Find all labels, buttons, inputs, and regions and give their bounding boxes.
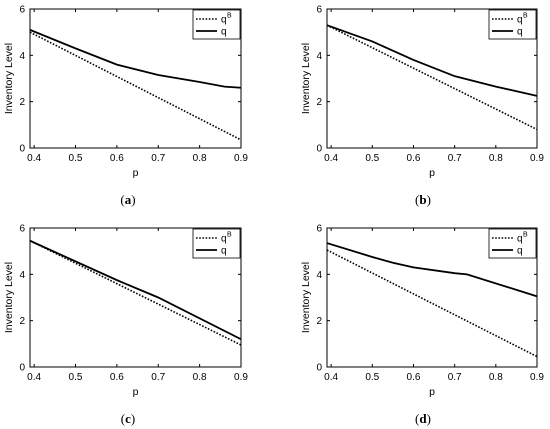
series-line-qB: [30, 240, 241, 346]
legend: q Bq: [192, 228, 241, 259]
x-tick-label: 0.8: [193, 372, 207, 383]
legend-label-superscript: B: [523, 232, 528, 239]
subfigure-caption: (c): [121, 411, 135, 426]
x-axis-label: p: [133, 167, 139, 179]
y-tick-label: 2: [316, 97, 322, 108]
legend-box: [192, 228, 241, 259]
series-line-q: [327, 242, 537, 298]
x-tick-label: 0.4: [324, 372, 338, 383]
y-axis-label: Inventory Level: [3, 262, 15, 333]
y-axis-label: Inventory Level: [300, 43, 312, 114]
x-axis-label: p: [133, 386, 139, 398]
chart-panel-b: 0.4 0.5 0.6 0.7 0.8 0.9 0 2 4 6 p Inventory Level q B…: [300, 5, 544, 208]
legend: q Bq: [488, 9, 537, 40]
legend-label-superscript: B: [227, 13, 232, 20]
x-tick-label: 0.5: [365, 153, 379, 164]
y-tick-label: 4: [316, 270, 322, 281]
x-tick-label: 0.9: [234, 153, 248, 164]
chart-panel-c: 0.4 0.5 0.6 0.7 0.8 0.9 0 2 4 6 p Inventory Level q B…: [3, 224, 248, 427]
y-tick-label: 4: [19, 51, 25, 62]
series-line-q: [30, 239, 241, 341]
x-axis-label: p: [429, 167, 435, 179]
x-tick-label: 0.5: [69, 372, 83, 383]
series-line-qB: [30, 31, 241, 141]
legend-box: [488, 228, 537, 259]
y-tick-label: 0: [19, 363, 25, 374]
y-tick-label: 0: [19, 144, 25, 155]
subfigure-caption: (b): [415, 192, 431, 207]
x-tick-label: 0.9: [234, 372, 248, 383]
legend-label: q: [221, 15, 227, 26]
chart-panel-a: 0.4 0.5 0.6 0.7 0.8 0.9 0 2 4 6 p Inventory Level q B…: [3, 5, 248, 208]
legend-box: [488, 9, 537, 40]
legend-label: q: [517, 27, 523, 38]
x-tick-label: 0.9: [530, 153, 544, 164]
y-tick-label: 6: [19, 5, 25, 16]
x-tick-label: 0.6: [110, 372, 124, 383]
legend: q Bq: [488, 228, 537, 259]
x-tick-label: 0.9: [530, 372, 544, 383]
legend-label-superscript: B: [523, 13, 528, 20]
x-tick-label: 0.5: [69, 153, 83, 164]
x-tick-label: 0.6: [407, 372, 421, 383]
legend-label: q: [221, 246, 227, 257]
x-tick-label: 0.6: [110, 153, 124, 164]
x-tick-label: 0.7: [448, 372, 462, 383]
x-tick-label: 0.4: [324, 153, 338, 164]
x-tick-label: 0.7: [151, 153, 165, 164]
y-tick-label: 6: [19, 224, 25, 235]
y-axis-label: Inventory Level: [300, 262, 312, 333]
legend-label: q: [517, 234, 523, 245]
x-tick-label: 0.6: [407, 153, 421, 164]
series-line-q: [327, 24, 537, 97]
x-tick-label: 0.5: [365, 372, 379, 383]
y-tick-label: 4: [19, 270, 25, 281]
subfigure-caption: (a): [120, 192, 135, 207]
x-tick-label: 0.8: [489, 153, 503, 164]
y-tick-label: 4: [316, 51, 322, 62]
y-tick-label: 6: [316, 224, 322, 235]
y-tick-label: 2: [19, 316, 25, 327]
series-line-qB: [327, 249, 537, 358]
y-tick-label: 0: [316, 363, 322, 374]
subfigure-caption: (d): [415, 411, 431, 426]
x-tick-label: 0.8: [193, 153, 207, 164]
x-axis-label: p: [429, 386, 435, 398]
series-line-q: [30, 29, 241, 89]
x-tick-label: 0.4: [27, 153, 41, 164]
legend-label-superscript: B: [227, 232, 232, 239]
legend-label: q: [221, 234, 227, 245]
y-tick-label: 2: [316, 316, 322, 327]
legend: q Bq: [192, 9, 241, 40]
chart-panel-d: 0.4 0.5 0.6 0.7 0.8 0.9 0 2 4 6 p Inventory Level q B…: [300, 224, 544, 427]
x-tick-label: 0.7: [448, 153, 462, 164]
legend-label: q: [517, 246, 523, 257]
legend-box: [192, 9, 241, 40]
x-tick-label: 0.8: [489, 372, 503, 383]
series-line-qB: [327, 24, 537, 131]
y-tick-label: 0: [316, 144, 322, 155]
y-tick-label: 2: [19, 97, 25, 108]
legend-label: q: [517, 15, 523, 26]
y-tick-label: 6: [316, 5, 322, 16]
x-tick-label: 0.4: [27, 372, 41, 383]
y-axis-label: Inventory Level: [3, 43, 15, 114]
legend-label: q: [221, 27, 227, 38]
x-tick-label: 0.7: [151, 372, 165, 383]
